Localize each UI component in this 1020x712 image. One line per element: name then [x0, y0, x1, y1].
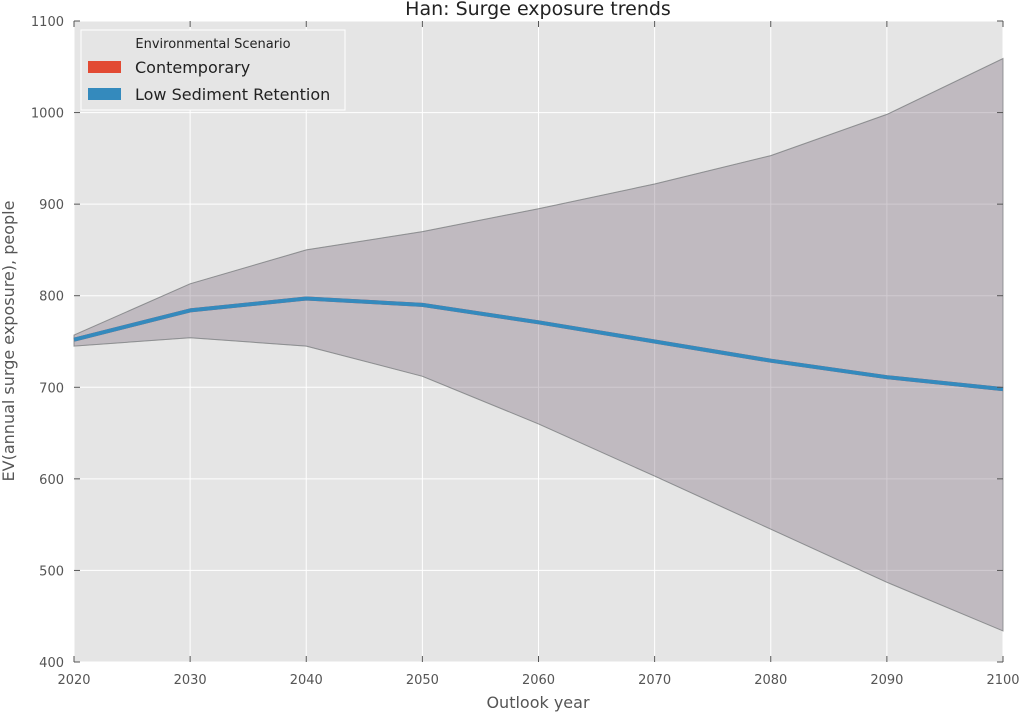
x-tick-label: 2060	[522, 673, 555, 688]
legend-swatch	[88, 88, 121, 100]
y-axis-label: EV(annual surge exposure), people	[0, 201, 18, 482]
x-tick-label: 2090	[870, 673, 903, 688]
x-tick-labels: 2020 2030 2040 2050 2060 2070 2080 2090 2100	[57, 673, 1019, 688]
x-tick-label: 2080	[754, 673, 787, 688]
legend-entry: Contemporary	[135, 58, 250, 77]
series-lines	[73, 296, 1004, 392]
x-axis-label: Outlook year	[486, 693, 590, 712]
x-tick-label: 2050	[406, 673, 439, 688]
y-tick-label: 600	[39, 473, 64, 488]
legend-items: Contemporary Low Sediment Retention	[88, 58, 330, 104]
axis-ticks	[73, 20, 1004, 663]
legend-swatch	[88, 61, 121, 73]
uncertainty-bands	[73, 57, 1004, 632]
x-tick-label: 2040	[290, 673, 323, 688]
y-tick-label: 700	[39, 381, 64, 396]
series-line-1	[73, 296, 1004, 392]
y-tick-label: 500	[39, 564, 64, 579]
x-tick-label: 2030	[174, 673, 207, 688]
legend: Environmental Scenario Contemporary Low S…	[80, 29, 346, 111]
y-tick-label: 1100	[31, 15, 64, 30]
y-tick-label: 1000	[31, 107, 64, 122]
chart-title: Han: Surge exposure trends	[405, 0, 671, 20]
y-tick-labels: 400 500 600 700 800 900 1000 1100	[31, 15, 64, 671]
legend-box	[80, 29, 346, 111]
y-tick-label: 800	[39, 290, 64, 305]
uncertainty-band-1	[73, 57, 1004, 632]
x-tick-label: 2070	[638, 673, 671, 688]
y-tick-label: 400	[39, 656, 64, 671]
x-tick-label: 2100	[986, 673, 1019, 688]
legend-entry: Low Sediment Retention	[135, 85, 330, 104]
x-tick-label: 2020	[57, 673, 90, 688]
y-tick-label: 900	[39, 198, 64, 213]
legend-title: Environmental Scenario	[135, 37, 290, 52]
